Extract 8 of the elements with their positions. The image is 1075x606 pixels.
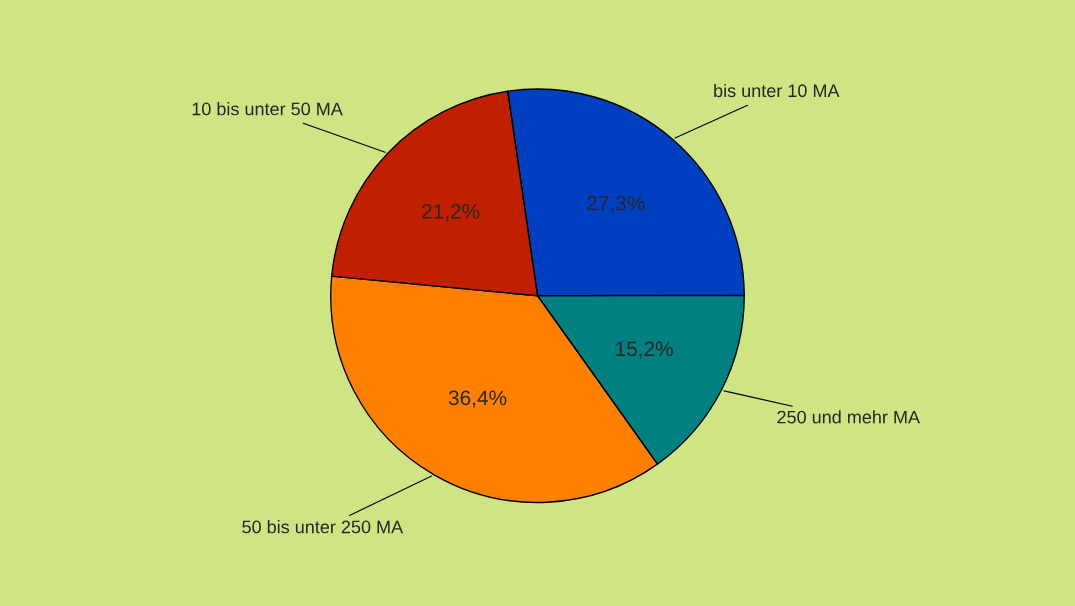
data-label: 27,3% xyxy=(587,195,645,214)
data-label: 15,2% xyxy=(616,341,673,359)
slice-label: 250 und mehr MA xyxy=(777,410,920,424)
data-label: 21,2% xyxy=(422,203,480,222)
slice-label: 50 bis unter 250 MA xyxy=(242,520,404,534)
data-label: 36,4% xyxy=(448,390,507,408)
slice-label: 10 bis unter 50 MA xyxy=(192,102,343,116)
slice-label: bis unter 10 MA xyxy=(714,83,840,98)
